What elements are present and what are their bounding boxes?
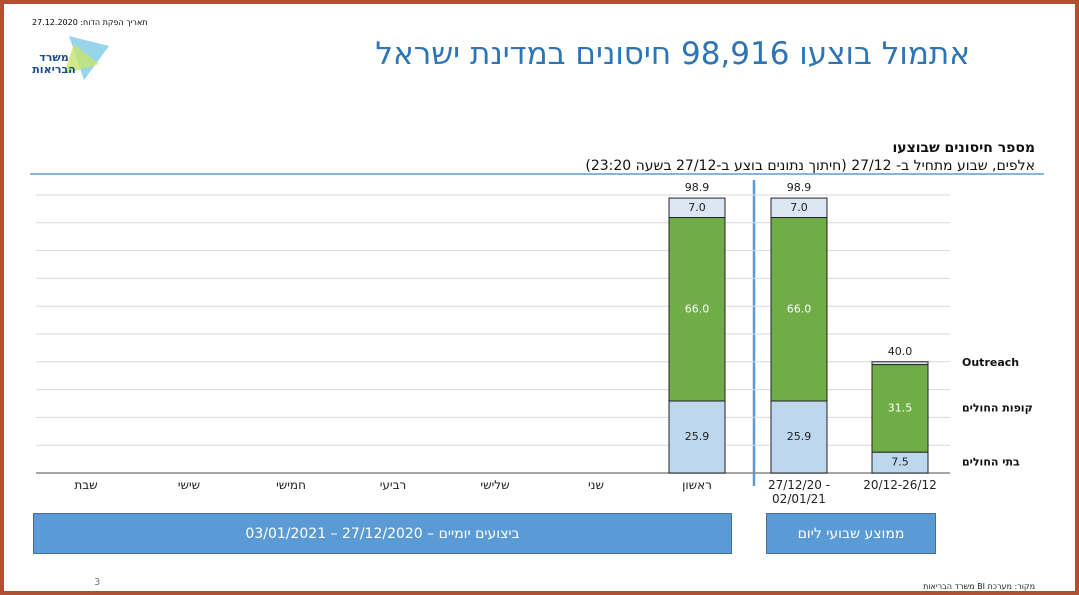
total-label: 40.0 [888, 345, 913, 358]
total-label: 98.9 [787, 181, 812, 194]
x-tick-label: שני [588, 478, 604, 492]
bar-segment [770, 400, 828, 474]
logo-mark [64, 36, 109, 80]
legend-label: בתי החולים [962, 456, 1020, 469]
chart-subtitle: אלפים, שבוע מתחיל ב- 27/12 (חיתוך נתונים… [585, 158, 1035, 174]
logo-text: משרד הבריאות [32, 51, 76, 76]
legend-label: Outreach [962, 356, 1019, 369]
daily-box: ביצועים יומיים – 27/12/2020 – 03/01/2021 [33, 513, 732, 554]
page-number: 3 [94, 577, 101, 588]
chart: 25.9 66.0 7.0 98.9 25.9 66.0 7.0 98.9 7.5 בתי החו… [30, 173, 1044, 486]
weekly-box: ממוצע שבועי ליום [766, 513, 936, 554]
report-date: תאריך הפקת הדוח: 27.12.2020 [32, 18, 148, 27]
x-tick-label: שלישי [480, 478, 510, 492]
bar-segment [668, 217, 726, 402]
value-label: 7.0 [790, 201, 808, 214]
value-label: 66.0 [685, 302, 710, 315]
x-tick-label: שבת [74, 478, 98, 492]
x-tick-label: רביעי [379, 478, 407, 492]
value-label: 7.0 [688, 201, 706, 214]
chart-title: מספר חיסונים שבוצעו [892, 140, 1035, 156]
legend-label: קופות החולים [962, 401, 1033, 414]
x-tick-label: 27/12/20 - 02/01/21 [767, 478, 831, 506]
total-label: 98.9 [685, 181, 710, 194]
value-label: 7.5 [891, 456, 909, 469]
value-label: 25.9 [685, 430, 710, 443]
x-tick-label: ראשון [682, 478, 712, 492]
x-tick-label: 20/12-26/12 [863, 478, 937, 492]
bar-segment [668, 197, 726, 219]
bar-segment [871, 361, 929, 366]
x-tick-label: שישי [177, 478, 201, 492]
value-label: 25.9 [787, 430, 812, 443]
value-label: 66.0 [787, 302, 812, 315]
x-tick-label: חמישי [276, 478, 306, 492]
slide-title: אתמול בוצעו 98,916 חיסונים במדינת ישראל [375, 36, 970, 72]
source: מקור: מערכת BI משרד הבריאות [923, 582, 1035, 591]
bar-segment [770, 197, 828, 219]
bar-segment [668, 400, 726, 474]
bar-segment [871, 364, 929, 453]
value-label: 31.5 [888, 401, 913, 414]
